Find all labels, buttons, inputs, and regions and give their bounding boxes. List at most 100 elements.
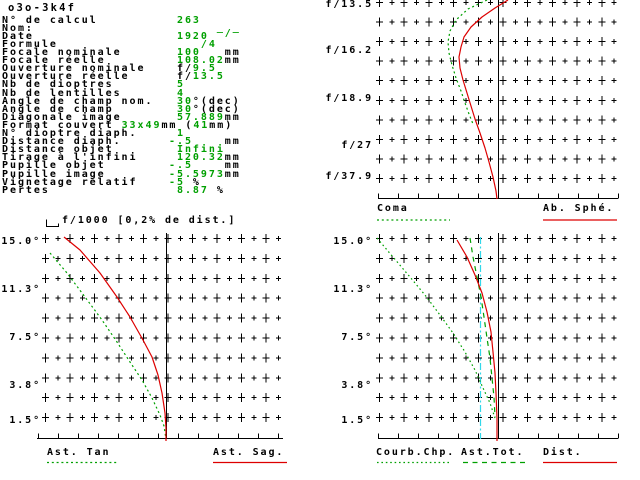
legend-label-dist: Dist. [543, 447, 583, 458]
field-value: f/13.5 [169, 71, 225, 83]
y-axis-label: 1.5° [341, 415, 373, 426]
grid-plus-large [376, 234, 606, 423]
value-segment: % [192, 176, 201, 188]
value-segment: f/ [169, 71, 193, 83]
field-value: 108.02mm [169, 55, 241, 67]
y-axis-label: f/13.5 [325, 0, 373, 10]
y-axis-label: 15.0° [333, 236, 373, 247]
value-segment: 41 [193, 119, 210, 131]
value-segment: 8.87 [169, 184, 217, 196]
panel-row: Pupille objet -.5 mm [0, 160, 320, 172]
legend-label-ab-sph: Ab. Sphé. [543, 203, 615, 214]
field-value: 30°(dec) [169, 103, 241, 115]
field-label: Nb de lentilles [2, 87, 122, 99]
x-axis-ticks [378, 433, 619, 439]
panel-row: Vignetage relatif -5 % [0, 176, 320, 188]
value-segment: 1 [169, 128, 185, 139]
panel-row: Diagonale image 57.889mm [0, 111, 320, 123]
y-axis-label: 11.3° [333, 284, 373, 295]
value-segment: mm [224, 168, 241, 180]
field-value: -5 % [169, 176, 201, 188]
field-value: Infini [169, 144, 225, 156]
field-label: Angle de champ nom. [2, 95, 154, 107]
field-value: f/9.5 [169, 64, 217, 74]
field-label: Pertes [2, 184, 50, 196]
field-label: Diagonale image [2, 111, 122, 123]
field-label: Distance diaph. [2, 136, 122, 148]
field-value: 120.32mm [169, 152, 241, 164]
value-segment: mm) [209, 119, 234, 131]
curve-ast-sag [63, 236, 167, 441]
field-value: 100 mm [169, 47, 241, 58]
field-value: 5 [169, 80, 185, 90]
curve-courb-chp [376, 237, 496, 419]
value-segment: mm [224, 152, 241, 164]
value-segment: 4 [169, 87, 185, 99]
panel-row: Nb de dioptres 5 [0, 79, 320, 91]
value-segment: /4 [169, 38, 217, 50]
legend-label-ast-tan: Ast. Tan [47, 447, 111, 458]
field-label: Distance objet [2, 144, 114, 156]
field-value: 57.889mm [169, 111, 241, 123]
panel-row: Format couvert 33x49mm (41mm) [0, 120, 320, 131]
value-segment: mm [224, 55, 241, 67]
y-axis-label: 7.5° [341, 332, 373, 343]
grid-plus-small [389, 0, 617, 181]
value-segment: 100 [169, 47, 225, 58]
field-label: N° dioptre diaph. [2, 128, 138, 139]
field-value: 1920 ─/─ [169, 28, 241, 42]
panel-row: Distance diaph. -.5 mm [0, 136, 320, 148]
field-value: 1 [169, 128, 185, 139]
field-label: Angle de champ [2, 103, 114, 115]
value-segment: 30 [169, 103, 193, 115]
y-axis-label: 11.3° [1, 284, 41, 295]
value-segment: 30 [169, 95, 193, 107]
value-segment: -.5 [169, 136, 225, 148]
curve-ast-tot [469, 237, 496, 418]
y-axis-label: 15.0° [1, 236, 41, 247]
value-segment: °(dec) [192, 95, 241, 107]
value-segment: 33x49 [121, 119, 162, 131]
y-axis-label: 3.8° [9, 380, 41, 391]
x-axis-ticks [38, 433, 279, 439]
value-segment: Infini [169, 144, 225, 156]
y-axis-label: f/16.2 [325, 45, 373, 56]
value-segment: °(dec) [192, 103, 241, 115]
panel-row: Tirage à l'infini 120.32mm [0, 152, 320, 164]
grid-plus-small [55, 236, 281, 421]
value-segment: 1920 [169, 30, 217, 42]
scale-note: f/1000 [0,2% de dist.] [62, 215, 237, 226]
panel-row: Focale nominale 100 mm [0, 47, 320, 58]
field-label: Nom: [2, 22, 34, 34]
field-value: 33x49mm (41mm) [122, 120, 234, 131]
field-label: Nb de dioptres [2, 79, 114, 91]
field-value: 30°(dec) [169, 95, 241, 107]
value-segment: mm [224, 111, 241, 123]
value-segment: 263 [169, 14, 201, 26]
value-segment: -.5 [169, 160, 225, 172]
legend-label-courb-chp: Courb.Chp. [376, 447, 456, 458]
value-segment: 13.5 [192, 71, 225, 83]
field-label: Date [2, 30, 34, 42]
field-label: Pupille objet [2, 160, 106, 172]
field-label: Focale nominale [2, 47, 122, 58]
value-segment: % [216, 184, 225, 196]
grid-plus-small [389, 236, 617, 421]
field-label: Focale réelle [2, 55, 106, 67]
lens-data-panel: N° de calcul 263 Nom: Date 1920 ─/─ Formule… [0, 0, 320, 210]
field-label: Pupille image [2, 168, 106, 180]
panel-row: Distance objet Infini [0, 144, 320, 156]
field-label: N° de calcul [2, 14, 98, 26]
value-segment: 120.32 [169, 152, 225, 164]
field-value: 263 [169, 14, 201, 26]
panel-row: N° de calcul 263 [0, 14, 320, 26]
field-value: 8.87 % [169, 184, 225, 196]
panel-row: Pertes 8.87 % [0, 184, 320, 196]
panel-row: Nb de lentilles 4 [0, 87, 320, 99]
y-axis-label: 7.5° [9, 332, 41, 343]
panel-row: Angle de champ nom. 30°(dec) [0, 95, 320, 107]
curve-coma [447, 0, 488, 125]
value-segment: 57.889 [169, 111, 225, 123]
value-segment: -5 [169, 176, 193, 188]
grid-plus-large [42, 234, 270, 423]
